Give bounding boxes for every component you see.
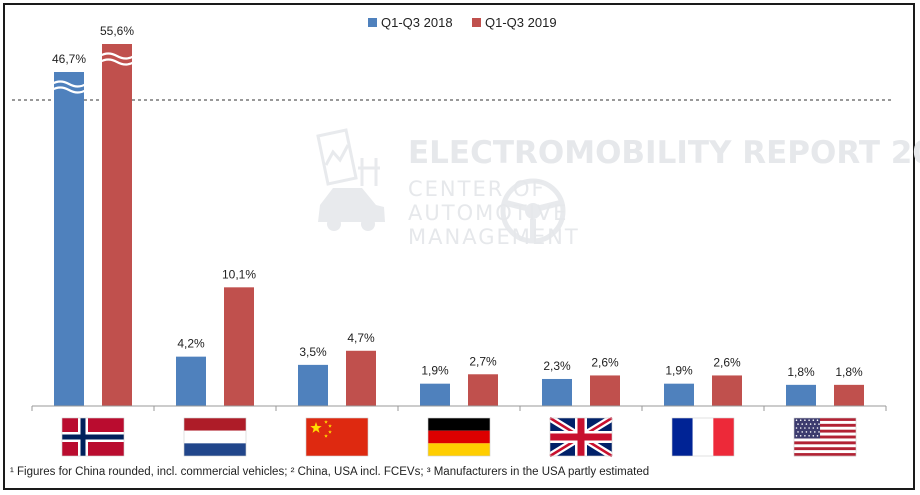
usa-flag-icon bbox=[793, 417, 857, 457]
legend-swatch-2018 bbox=[368, 18, 377, 27]
value-label-france-0: 1,9% bbox=[665, 364, 693, 378]
value-label-norway-0: 46,7% bbox=[52, 52, 86, 66]
bar-germany-1 bbox=[468, 374, 498, 406]
document-chart-icon bbox=[316, 128, 358, 186]
plug-icon bbox=[358, 158, 380, 186]
watermark-title: ELECTROMOBILITY REPORT 2019 bbox=[408, 135, 920, 171]
value-label-france-1: 2,6% bbox=[713, 355, 741, 369]
legend-label-2018: Q1-Q3 2018 bbox=[381, 15, 453, 30]
value-label-germany-0: 1,9% bbox=[421, 364, 449, 378]
steering-wheel-icon bbox=[500, 178, 566, 244]
bar-norway-1 bbox=[102, 44, 132, 406]
value-label-netherlands-0: 4,2% bbox=[177, 337, 205, 351]
bar-china-1 bbox=[346, 350, 376, 406]
legend-label-2019: Q1-Q3 2019 bbox=[485, 15, 557, 30]
chart-frame bbox=[3, 3, 915, 490]
bar-germany-0 bbox=[420, 383, 450, 406]
watermark-icons bbox=[316, 128, 566, 244]
bar-usa-0 bbox=[786, 384, 816, 406]
bar-break-mark bbox=[51, 80, 87, 88]
uk-flag-icon bbox=[548, 415, 614, 459]
china-flag-icon bbox=[305, 417, 369, 457]
value-label-usa-1: 1,8% bbox=[835, 365, 863, 379]
bar-france-1 bbox=[712, 375, 742, 406]
bar-break-mark bbox=[99, 58, 135, 66]
bar-france-0 bbox=[664, 383, 694, 406]
value-label-norway-1: 55,6% bbox=[100, 24, 134, 38]
value-label-united-kingdom-1: 2,6% bbox=[591, 355, 619, 369]
legend-swatch-2019 bbox=[472, 18, 481, 27]
bars bbox=[51, 44, 864, 406]
value-label-united-kingdom-0: 2,3% bbox=[543, 359, 571, 373]
watermark: ELECTROMOBILITY REPORT 2019 CENTER OF AU… bbox=[316, 128, 920, 249]
bar-united-kingdom-1 bbox=[590, 375, 620, 406]
value-label-china-0: 3,5% bbox=[299, 345, 327, 359]
bar-netherlands-1 bbox=[224, 287, 254, 406]
value-label-netherlands-1: 10,1% bbox=[222, 267, 256, 281]
france-flag-icon bbox=[671, 417, 735, 457]
germany-flag-icon bbox=[427, 417, 491, 457]
watermark-line-1: CENTER OF bbox=[408, 177, 546, 201]
bar-usa-1 bbox=[834, 384, 864, 406]
watermark-line-3: MANAGEMENT bbox=[408, 225, 580, 249]
footnote: ¹ Figures for China rounded, incl. comme… bbox=[10, 466, 650, 478]
netherlands-flag-icon bbox=[183, 417, 247, 457]
norway-flag-icon bbox=[61, 417, 125, 457]
value-label-china-1: 4,7% bbox=[347, 331, 375, 345]
x-axis bbox=[31, 405, 887, 411]
value-label-usa-0: 1,8% bbox=[787, 365, 815, 379]
bar-united-kingdom-0 bbox=[542, 378, 572, 406]
watermark-line-2: AUTOMOTIVE bbox=[408, 201, 568, 225]
bar-break-mark bbox=[51, 86, 87, 94]
bar-china-0 bbox=[298, 364, 328, 406]
flags bbox=[61, 415, 857, 459]
value-label-germany-1: 2,7% bbox=[469, 354, 497, 368]
bar-break-mark bbox=[99, 52, 135, 60]
legend: Q1-Q3 2018 Q1-Q3 2019 bbox=[368, 15, 557, 30]
value-labels: 46,7% 55,6% 4,2% 10,1% 3,5% 4,7% 1,9% 2,7% 2,3% 2… bbox=[52, 24, 863, 379]
bar-norway-0 bbox=[54, 72, 84, 406]
bar-netherlands-0 bbox=[176, 356, 206, 406]
car-icon bbox=[318, 188, 385, 231]
